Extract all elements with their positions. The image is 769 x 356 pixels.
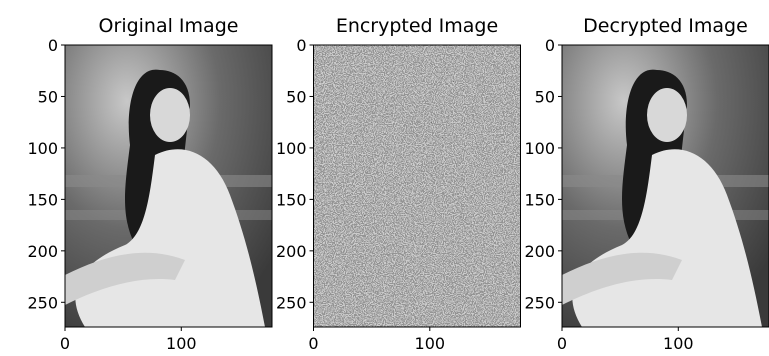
y-tick-label: 0 xyxy=(48,36,58,55)
x-tick-label: 0 xyxy=(557,334,567,353)
x-tick-label: 100 xyxy=(166,334,197,353)
x-tick-label: 0 xyxy=(308,334,318,353)
y-tick-label: 50 xyxy=(535,87,555,106)
x-tick-label: 100 xyxy=(415,334,446,353)
y-tick-label: 50 xyxy=(286,87,306,106)
y-tick-label: 150 xyxy=(524,190,555,209)
y-tick-label: 200 xyxy=(276,242,307,261)
image xyxy=(562,45,769,327)
y-tick-label: 100 xyxy=(276,139,307,158)
y-tick-label: 50 xyxy=(38,87,58,106)
image xyxy=(65,45,272,327)
panel-title: Original Image xyxy=(99,15,239,37)
y-tick-label: 150 xyxy=(276,190,307,209)
y-tick-label: 150 xyxy=(27,190,58,209)
image xyxy=(314,45,521,327)
y-tick-label: 0 xyxy=(545,36,555,55)
y-tick-label: 250 xyxy=(524,293,555,312)
y-tick-label: 250 xyxy=(27,293,58,312)
y-tick-label: 100 xyxy=(524,139,555,158)
y-tick-label: 250 xyxy=(276,293,307,312)
panel-title: Encrypted Image xyxy=(336,15,498,37)
panel-title: Decrypted Image xyxy=(583,15,748,37)
y-tick-label: 200 xyxy=(27,242,58,261)
y-tick-label: 200 xyxy=(524,242,555,261)
x-tick-label: 100 xyxy=(663,334,694,353)
y-tick-label: 100 xyxy=(27,139,58,158)
y-tick-label: 0 xyxy=(296,36,306,55)
figure: Original Image 0 50 100 150 200 250 0 100 Encrypt… xyxy=(0,0,769,356)
x-tick-label: 0 xyxy=(60,334,70,353)
